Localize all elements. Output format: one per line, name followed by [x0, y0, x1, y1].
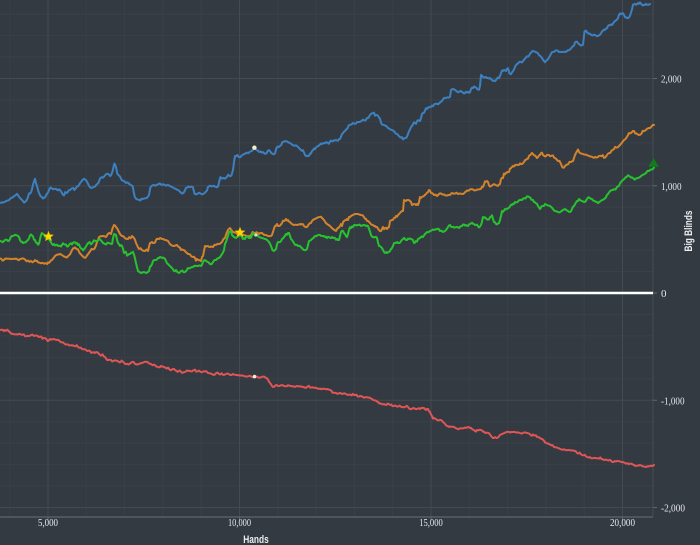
svg-text:Big Blinds: Big Blinds	[683, 211, 695, 252]
svg-text:-2,000: -2,000	[661, 503, 685, 515]
svg-text:1,000: 1,000	[661, 181, 682, 193]
svg-text:-1,000: -1,000	[661, 395, 685, 407]
svg-text:15,000: 15,000	[419, 517, 443, 529]
svg-text:Hands: Hands	[243, 534, 269, 545]
svg-text:20,000: 20,000	[610, 517, 635, 529]
svg-text:2,000: 2,000	[661, 74, 682, 86]
svg-text:10,000: 10,000	[228, 517, 251, 529]
svg-text:5,000: 5,000	[38, 517, 58, 529]
svg-text:0: 0	[661, 288, 667, 300]
